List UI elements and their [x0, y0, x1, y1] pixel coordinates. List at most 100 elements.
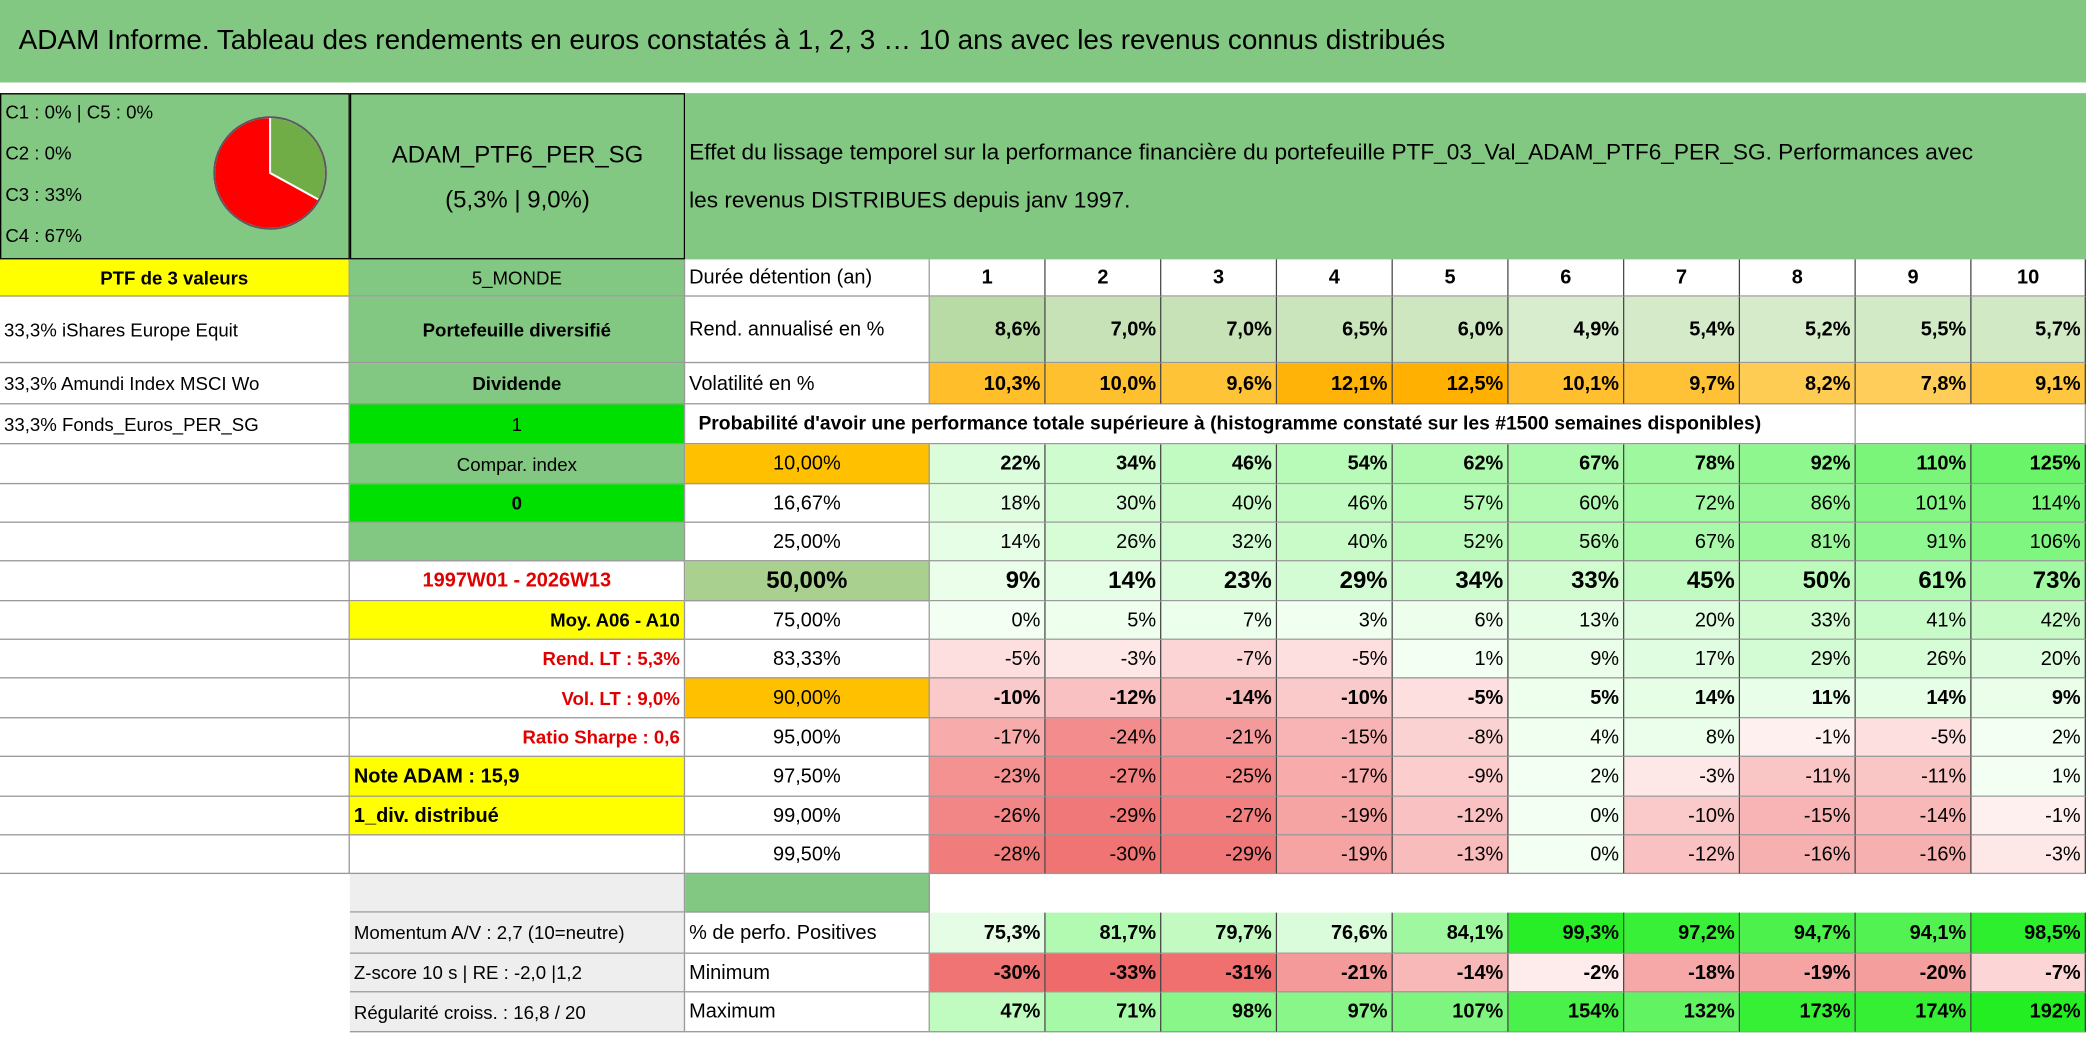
value-cell: 14% [1045, 561, 1162, 602]
value-cell: 73% [1971, 561, 2086, 602]
value-cell: -26% [929, 796, 1046, 836]
value-cell: -12% [1045, 678, 1162, 719]
value-cell: 8,2% [1740, 363, 1856, 405]
value-cell: 0% [929, 601, 1046, 640]
value-cell: -7% [1971, 953, 2086, 993]
value-cell: 32% [1161, 522, 1278, 562]
value-cell: 0% [1508, 835, 1625, 875]
value-cell: 4,9% [1508, 296, 1625, 364]
value-cell: 4 [1277, 259, 1393, 297]
value-cell: -7% [1161, 639, 1278, 679]
row-middle [349, 522, 686, 562]
row-left: 33,3% iShares Europe Equit [0, 296, 350, 364]
value-cell: -14% [1855, 796, 1972, 836]
value-cell: -30% [1045, 835, 1162, 875]
value-cell: 12,1% [1277, 363, 1393, 405]
pie-legend: C1 : 0% | C5 : 0% [5, 101, 154, 123]
value-cell: 6% [1392, 601, 1509, 640]
value-cell: 9,1% [1971, 363, 2086, 405]
row-label: 25,00% [685, 522, 930, 562]
value-cell: 114% [1971, 484, 2086, 523]
value-cell: 81% [1740, 522, 1856, 562]
row-middle: Note ADAM : 15,9 [349, 756, 686, 797]
value-cell: 13% [1508, 601, 1625, 640]
value-cell: 1 [929, 259, 1046, 297]
pie-legend: C2 : 0% [5, 142, 72, 164]
value-cell: 4% [1508, 718, 1625, 757]
row-left: 33,3% Amundi Index MSCI Wo [0, 363, 350, 405]
value-cell: 46% [1277, 484, 1393, 523]
value-cell: -11% [1740, 756, 1856, 797]
empty-cell [0, 718, 350, 757]
row-middle: Ratio Sharpe : 0,6 [349, 718, 686, 757]
value-cell: 1% [1392, 639, 1509, 679]
value-cell: 5,5% [1855, 296, 1972, 364]
value-cell: 9 [1855, 259, 1972, 297]
value-cell: 29% [1740, 639, 1856, 679]
pie-legend: C3 : 33% [5, 183, 82, 205]
value-cell: 20% [1624, 601, 1741, 640]
value-cell: 106% [1971, 522, 2086, 562]
value-cell: 71% [1045, 992, 1162, 1033]
row-label: Maximum [685, 992, 930, 1033]
value-cell: 17% [1624, 639, 1741, 679]
value-cell: 40% [1161, 484, 1278, 523]
row-label: 83,33% [685, 639, 930, 679]
value-cell: -31% [1161, 953, 1278, 993]
empty-cell [0, 796, 350, 836]
value-cell: 173% [1740, 992, 1856, 1033]
value-cell: 75,3% [929, 912, 1046, 954]
value-cell: 5,4% [1624, 296, 1741, 364]
value-cell: 9% [1971, 678, 2086, 719]
value-cell: 9% [929, 561, 1046, 602]
blank-cell [349, 874, 686, 913]
value-cell: 78% [1624, 444, 1741, 485]
value-cell: 174% [1855, 992, 1972, 1033]
value-cell: 97,2% [1624, 912, 1741, 954]
value-cell: -10% [929, 678, 1046, 719]
value-cell: 92% [1740, 444, 1856, 485]
row-middle: 1 [349, 404, 686, 445]
description-cell: Effet du lissage temporel sur la perform… [685, 93, 2086, 260]
row-label: Volatilité en % [685, 363, 930, 405]
value-cell: 67% [1624, 522, 1741, 562]
value-cell: -3% [1624, 756, 1741, 797]
value-cell: 62% [1392, 444, 1509, 485]
value-cell: -12% [1392, 796, 1509, 836]
value-cell: -29% [1161, 835, 1278, 875]
value-cell: -12% [1624, 835, 1741, 875]
value-cell: 2% [1508, 756, 1625, 797]
value-cell: 5% [1508, 678, 1625, 719]
value-cell: -5% [1855, 718, 1972, 757]
value-cell: 14% [1855, 678, 1972, 719]
row-middle: 1997W01 - 2026W13 [349, 561, 686, 602]
value-cell: 110% [1855, 444, 1972, 485]
row-middle: Z-score 10 s | RE : -2,0 |1,2 [349, 953, 686, 993]
value-cell: 33% [1508, 561, 1625, 602]
value-cell: -28% [929, 835, 1046, 875]
row-middle: 0 [349, 484, 686, 523]
value-cell: 34% [1392, 561, 1509, 602]
row-label: 99,00% [685, 796, 930, 836]
value-cell: -5% [929, 639, 1046, 679]
row-middle: 1_div. distribué [349, 796, 686, 836]
value-cell: -23% [929, 756, 1046, 797]
row-middle: Régularité croiss. : 16,8 / 20 [349, 992, 686, 1033]
row-label: Minimum [685, 953, 930, 993]
value-cell: 50% [1740, 561, 1856, 602]
value-cell: -3% [1045, 639, 1162, 679]
value-cell: 98,5% [1971, 912, 2086, 954]
value-cell: -15% [1277, 718, 1393, 757]
value-cell: 14% [929, 522, 1046, 562]
value-cell: -24% [1045, 718, 1162, 757]
value-cell: -2% [1508, 953, 1625, 993]
value-cell: -8% [1392, 718, 1509, 757]
value-cell: 94,1% [1855, 912, 1972, 954]
row-middle: 5_MONDE [349, 259, 686, 297]
value-cell: -20% [1855, 953, 1972, 993]
value-cell: 9,7% [1624, 363, 1741, 405]
row-middle: Momentum A/V : 2,7 (10=neutre) [349, 912, 686, 954]
value-cell: 6,0% [1392, 296, 1509, 364]
value-cell: 76,6% [1277, 912, 1393, 954]
